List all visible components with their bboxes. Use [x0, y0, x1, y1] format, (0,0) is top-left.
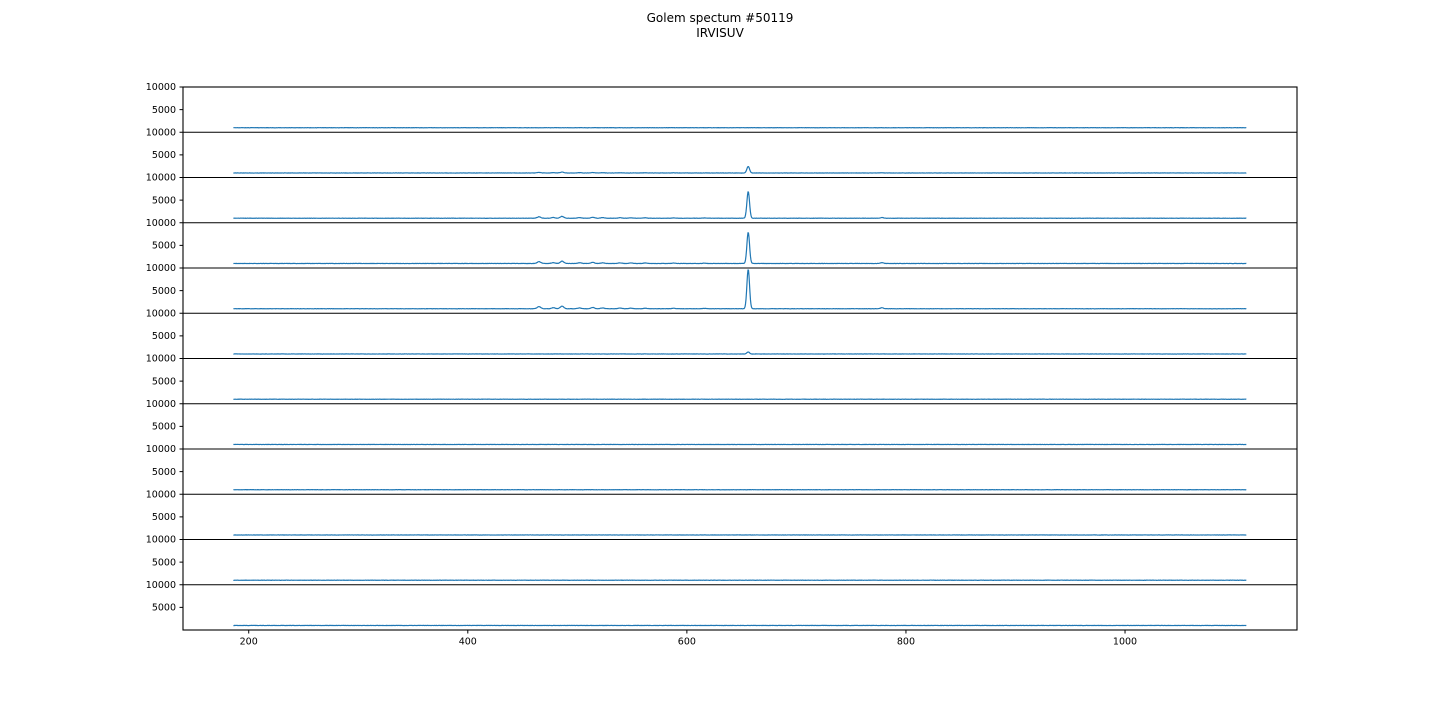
x-tick-label: 800 — [897, 637, 915, 648]
y-tick-label: 10000 — [146, 308, 176, 319]
figure-subtitle: IRVISUV — [696, 26, 744, 40]
x-tick-label: 200 — [240, 637, 258, 648]
y-axis: 5000 10000 5000 10000 5000 10000 5000 10000 5000… — [146, 82, 183, 614]
y-tick-label: 5000 — [152, 422, 176, 433]
spectrum-line-frame-5 — [233, 269, 1247, 310]
axes-frame — [182, 86, 1298, 631]
y-tick-label: 5000 — [152, 331, 176, 342]
y-tick-label: 5000 — [152, 241, 176, 252]
y-tick-label: 10000 — [146, 580, 176, 591]
y-tick-label: 10000 — [146, 399, 176, 410]
y-tick-label: 10000 — [146, 218, 176, 229]
y-tick-label: 10000 — [146, 535, 176, 546]
x-axis: 200 400 600 800 1000 — [240, 630, 1137, 648]
y-tick-label: 5000 — [152, 376, 176, 387]
x-tick-label: 600 — [678, 637, 696, 648]
x-tick-label: 1000 — [1113, 637, 1137, 648]
spectrum-line-frame-2 — [233, 165, 1247, 174]
spectrum-line-frame-4 — [233, 232, 1247, 265]
y-tick-label: 5000 — [152, 105, 176, 116]
y-tick-label: 10000 — [146, 173, 176, 184]
y-tick-label: 5000 — [152, 195, 176, 206]
y-tick-label: 5000 — [152, 286, 176, 297]
y-tick-label: 5000 — [152, 512, 176, 523]
x-tick-label: 400 — [459, 637, 477, 648]
y-tick-label: 10000 — [146, 82, 176, 93]
y-tick-label: 10000 — [146, 444, 176, 455]
spectrum-line-frame-6 — [233, 351, 1247, 355]
y-tick-label: 10000 — [146, 354, 176, 365]
y-tick-label: 5000 — [152, 603, 176, 614]
y-tick-label: 10000 — [146, 127, 176, 138]
y-tick-label: 10000 — [146, 263, 176, 274]
spectrum-line-frame-3 — [233, 191, 1247, 219]
y-tick-label: 10000 — [146, 489, 176, 500]
y-tick-label: 5000 — [152, 467, 176, 478]
y-tick-label: 5000 — [152, 557, 176, 568]
y-tick-label: 5000 — [152, 150, 176, 161]
figure-title: Golem spectum #50119 — [646, 11, 794, 25]
